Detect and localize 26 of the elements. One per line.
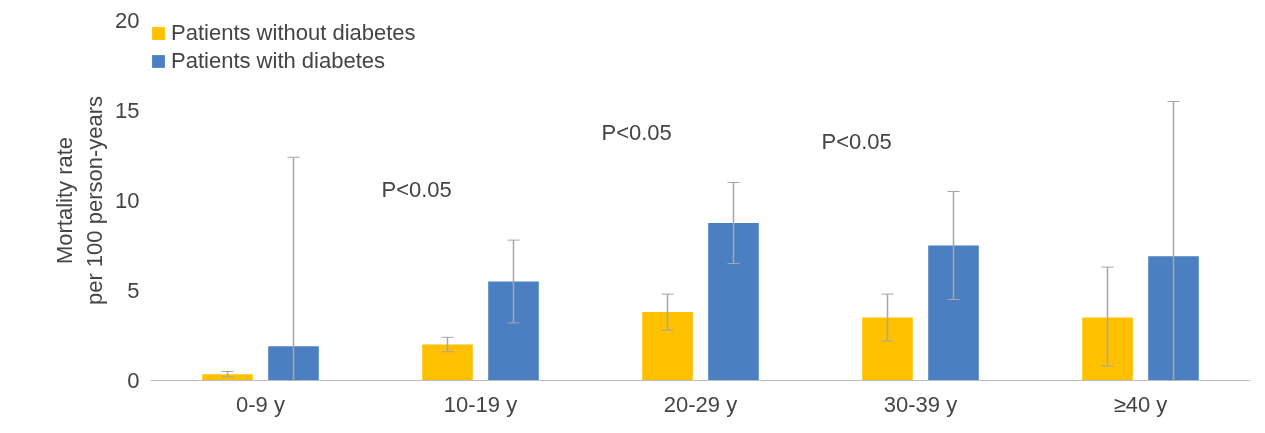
bar	[862, 317, 913, 381]
bar	[422, 344, 473, 381]
y-tick-label: 5	[127, 278, 140, 303]
bar	[1082, 317, 1133, 381]
y-tick-label: 20	[115, 8, 140, 33]
x-tick-label: ≥40 y	[1113, 391, 1168, 417]
y-tick-label: 15	[115, 98, 140, 123]
y-tick-label: 10	[115, 188, 140, 213]
y-tick-label: 0	[127, 368, 140, 393]
bar	[268, 346, 319, 381]
bar	[1148, 256, 1199, 381]
annotation: P<0.05	[821, 128, 892, 154]
legend-label: Patients with diabetes	[171, 48, 386, 74]
annotation: P<0.05	[381, 177, 452, 203]
legend-label: Patients without diabetes	[171, 20, 416, 46]
bar	[642, 312, 693, 381]
bar	[928, 245, 979, 381]
x-tick-label: 0-9 y	[236, 391, 285, 417]
bar	[488, 281, 539, 381]
bar	[202, 374, 253, 381]
x-tick-label: 20-29 y	[663, 391, 738, 417]
y-axis-title: Mortality rate per 100 person-years	[52, 95, 108, 306]
x-tick-label: 10-19 y	[443, 391, 518, 417]
bar	[708, 223, 759, 381]
x-tick-label: 30-39 y	[883, 391, 958, 417]
annotation: P<0.05	[601, 119, 672, 145]
